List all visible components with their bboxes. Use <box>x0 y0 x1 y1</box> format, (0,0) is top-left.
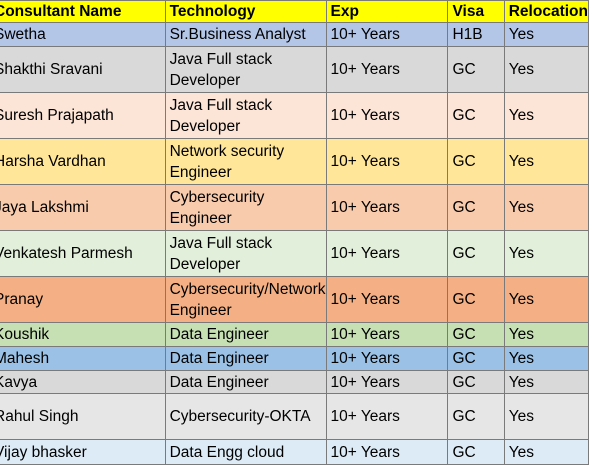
exp-cell: 10+ Years <box>325 22 449 47</box>
header-relocation: Relocation <box>503 0 590 23</box>
exp-cell: 10+ Years <box>325 138 449 185</box>
technology-cell: Java Full stack Developer <box>164 92 327 139</box>
visa-cell: GC <box>447 276 505 323</box>
technology-cell: Data Engineer <box>164 322 327 347</box>
consultant-name-cell: Shakthi Sravani <box>0 46 166 93</box>
exp-cell: 10+ Years <box>325 393 449 440</box>
visa-cell: GC <box>447 346 505 371</box>
visa-cell: GC <box>447 92 505 139</box>
table-row: Jaya Lakshmi Cybersecurity Engineer 10+ Ye… <box>0 184 590 231</box>
exp-cell: 10+ Years <box>325 276 449 323</box>
consultant-name-cell: Suresh Prajapath <box>0 92 166 139</box>
exp-cell: 10+ Years <box>325 346 449 371</box>
relocation-cell: Yes <box>503 22 590 47</box>
relocation-cell: Yes <box>503 46 590 93</box>
technology-cell: Network security Engineer <box>164 138 327 185</box>
table-row: Harsha Vardhan Network security Engineer 1… <box>0 138 590 185</box>
consultant-name-cell: Vijay bhasker <box>0 439 166 465</box>
consultant-name-cell: Jaya Lakshmi <box>0 184 166 231</box>
visa-cell: GC <box>447 322 505 347</box>
technology-cell: Java Full stack Developer <box>164 230 327 277</box>
exp-cell: 10+ Years <box>325 46 449 93</box>
exp-cell: 10+ Years <box>325 439 449 465</box>
technology-cell: Data Engineer <box>164 370 327 394</box>
relocation-cell: Yes <box>503 184 590 231</box>
relocation-cell: Yes <box>503 230 590 277</box>
table-row: PranayCybersecurity/Network Engineer10+ … <box>0 276 590 323</box>
relocation-cell: Yes <box>503 276 590 323</box>
visa-cell: GC <box>447 393 505 440</box>
header-row: Consultant Name Technology Exp Visa Relo… <box>0 0 590 23</box>
visa-cell: GC <box>447 138 505 185</box>
relocation-cell: Yes <box>503 370 590 394</box>
header-exp: Exp <box>325 0 449 23</box>
relocation-cell: Yes <box>503 322 590 347</box>
visa-cell: GC <box>447 439 505 465</box>
exp-cell: 10+ Years <box>325 322 449 347</box>
consultant-name-cell: Rahul Singh <box>0 393 166 440</box>
consultant-name-cell: Venkatesh Parmesh <box>0 230 166 277</box>
relocation-cell: Yes <box>503 346 590 371</box>
consultant-name-cell: Pranay <box>0 276 166 323</box>
visa-cell: GC <box>447 184 505 231</box>
exp-cell: 10+ Years <box>325 230 449 277</box>
technology-cell: Sr.Business Analyst <box>164 22 327 47</box>
header-technology: Technology <box>164 0 327 23</box>
table-row: Venkatesh Parmesh Java Full stack Develop… <box>0 230 590 277</box>
relocation-cell: Yes <box>503 393 590 440</box>
exp-cell: 10+ Years <box>325 184 449 231</box>
table-row: Vijay bhasker Data Engg cloud 10+ Years GC Y… <box>0 439 590 465</box>
technology-cell: Cybersecurity Engineer <box>164 184 327 231</box>
technology-cell: Cybersecurity/Network Engineer <box>164 276 327 323</box>
consultant-name-cell: Swetha <box>0 22 166 47</box>
technology-cell: Cybersecurity-OKTA <box>164 393 327 440</box>
relocation-cell: Yes <box>503 138 590 185</box>
visa-cell: GC <box>447 370 505 394</box>
technology-cell: Data Engg cloud <box>164 439 327 465</box>
visa-cell: H1B <box>447 22 505 47</box>
table-row: Rahul Singh Cybersecurity-OKTA 10+ Years GC… <box>0 393 590 440</box>
table-row: Shakthi Sravani Java Full stack Developer… <box>0 46 590 93</box>
exp-cell: 10+ Years <box>325 370 449 394</box>
consultant-name-cell: Kavya <box>0 370 166 394</box>
exp-cell: 10+ Years <box>325 92 449 139</box>
header-consultant-name: Consultant Name <box>0 0 166 23</box>
consultant-name-cell: Koushik <box>0 322 166 347</box>
technology-cell: Data Engineer <box>164 346 327 371</box>
visa-cell: GC <box>447 46 505 93</box>
header-visa: Visa <box>447 0 505 23</box>
table-row: Suresh Prajapath Java Full stack Develope… <box>0 92 590 139</box>
consultant-name-cell: Mahesh <box>0 346 166 371</box>
visa-cell: GC <box>447 230 505 277</box>
relocation-cell: Yes <box>503 439 590 465</box>
consultant-name-cell: Harsha Vardhan <box>0 138 166 185</box>
relocation-cell: Yes <box>503 92 590 139</box>
technology-cell: Java Full stack Developer <box>164 46 327 93</box>
